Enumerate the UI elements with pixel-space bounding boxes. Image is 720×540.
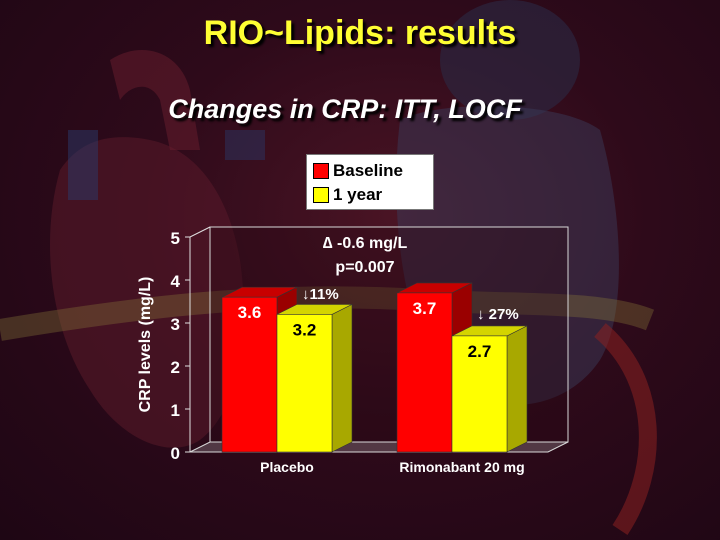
slide-subtitle: Changes in CRP: ITT, LOCF [168,94,522,124]
bar-side-1-year [331,303,353,453]
legend-label-1-year: 1 year [333,185,383,204]
y-axis-label: CRP levels (mg/L) [137,277,154,413]
y-tick-label: 4 [171,272,181,291]
legend-swatch-1-year [313,187,329,203]
bar-1-year [451,335,508,453]
annotation-rimonabant-change: ↓ 27% [477,306,519,323]
legend-item-baseline: Baseline [313,160,403,182]
y-tick-label: 5 [171,229,180,248]
annotation-placebo-change: ↓11% [302,286,339,303]
y-tick-label: 2 [171,358,180,377]
bar-baseline [221,296,278,453]
legend-swatch-baseline [313,163,329,179]
annotation-delta: ∆ -0.6 mg/L [323,235,408,252]
x-category-label: Placebo [260,459,314,475]
legend-item-1-year: 1 year [313,184,382,206]
slide-title: RIO~Lipids: results [203,14,517,52]
bar-value-label-1-year: 3.2 [293,320,317,339]
annotation-pvalue: p=0.007 [335,259,394,276]
x-category-label: Rimonabant 20 mg [399,459,524,475]
y-tick-label: 0 [171,444,180,463]
chart-legend: Baseline 1 year [306,154,434,210]
bar-value-label-baseline: 3.7 [413,299,437,318]
bar-value-label-1-year: 2.7 [468,342,492,361]
bar-side-1-year [506,325,528,453]
bar-1-year [276,314,333,453]
bar-baseline [396,292,453,453]
legend-label-baseline: Baseline [333,161,403,180]
bar-value-label-baseline: 3.6 [238,303,262,322]
y-tick-label: 1 [171,401,180,420]
axis-depth-line [189,226,211,238]
y-tick-label: 3 [171,315,180,334]
